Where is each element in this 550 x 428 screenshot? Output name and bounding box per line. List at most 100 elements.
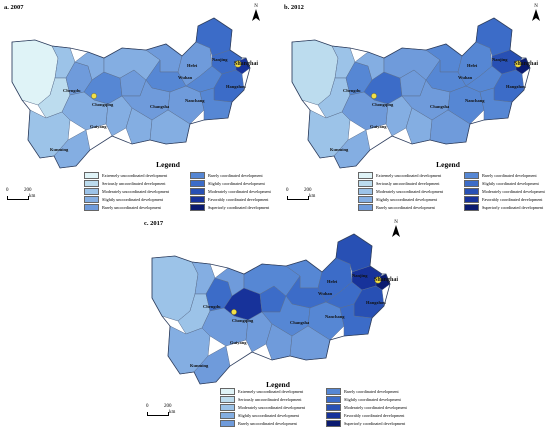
legend-label: Favorably coordinated development (482, 196, 543, 202)
city-label-shanghai: Shanghai (374, 277, 399, 283)
legend-swatch (464, 188, 479, 195)
scale-bar: 0 200 km (6, 188, 36, 200)
legend-item: Moderately uncoordinated development (220, 404, 322, 411)
legend-label: Moderately coordinated development (482, 188, 545, 194)
legend-item: Superiorly coordinated development (190, 204, 292, 211)
legend-swatch (358, 196, 373, 203)
city-label-guiyang: Guiyang (90, 124, 107, 129)
scale-bar: 0 200 km (286, 188, 316, 200)
legend-swatch (84, 180, 99, 187)
legend-label: Seriously uncoordinated development (376, 180, 440, 186)
legend-label: Barely coordinated development (344, 388, 399, 394)
legend-swatch (326, 388, 341, 395)
legend-label: Moderately uncoordinated development (376, 188, 443, 194)
legend-label: Extremely uncoordinated development (238, 388, 304, 394)
north-arrow: N (532, 4, 540, 23)
legend-label: Seriously uncoordinated development (102, 180, 166, 186)
region-map (151, 233, 391, 385)
legend-swatch (190, 172, 205, 179)
legend-item: Slightly coordinated development (190, 180, 292, 187)
city-marker-shanghai (374, 276, 382, 284)
city-label-kunming: Kunming (330, 147, 349, 152)
legend-label: Seriously uncoordinated development (238, 396, 302, 402)
legend-label: Slightly coordinated development (344, 396, 401, 402)
legend-swatch (358, 172, 373, 179)
legend-swatch (190, 188, 205, 195)
city-label-changsha: Changsha (430, 104, 450, 109)
legend-swatch (326, 412, 341, 419)
legend-item: Moderately uncoordinated development (84, 188, 186, 195)
legend-item: Barely coordinated development (326, 388, 428, 395)
city-label-wuhan: Wuhan (178, 75, 193, 80)
legend-swatch (190, 196, 205, 203)
legend-item: Favorably coordinated development (326, 412, 428, 419)
legend-swatch (326, 396, 341, 403)
legend-swatch (220, 420, 235, 427)
legend-swatch (358, 180, 373, 187)
legend-label: Moderately coordinated development (208, 188, 271, 194)
city-marker-shanghai (514, 60, 522, 68)
legend-title: Legend (266, 380, 290, 389)
city-label-chongqing: Chongqing (372, 102, 394, 107)
legend-label: Moderately uncoordinated development (238, 404, 305, 410)
legend-swatch (190, 204, 205, 211)
north-arrow-icon (252, 9, 260, 21)
legend: Extremely uncoordinated development Barel… (358, 172, 550, 211)
legend-label: Superiorly coordinated development (208, 204, 270, 210)
city-label-chongqing: Chongqing (232, 318, 254, 323)
city-label-chengdu: Chengdu (343, 88, 361, 93)
legend-label: Extremely uncoordinated development (376, 172, 442, 178)
legend-swatch (464, 172, 479, 179)
region-map (11, 17, 251, 169)
city-label-nanchang: Nanchang (465, 98, 485, 103)
legend-item: Slightly coordinated development (326, 396, 428, 403)
legend-label: Barely coordinated development (482, 172, 537, 178)
legend-swatch (358, 188, 373, 195)
panel-label: a. 2007 (4, 4, 24, 11)
legend-swatch (220, 412, 235, 419)
city-label-guiyang: Guiyang (370, 124, 387, 129)
legend-swatch (220, 396, 235, 403)
city-label-hefei: Hefei (187, 63, 198, 68)
city-label-nanchang: Nanchang (185, 98, 205, 103)
legend-item: Moderately uncoordinated development (358, 188, 460, 195)
city-marker-chongqing (91, 93, 97, 99)
scale-bar: 0 200 km (146, 404, 176, 416)
city-label-nanjing: Nanjing (492, 57, 508, 62)
legend-item: Extremely uncoordinated development (84, 172, 186, 179)
legend-title: Legend (436, 160, 460, 169)
legend-title: Legend (156, 160, 180, 169)
legend-item: Barely uncoordinated development (84, 204, 186, 211)
legend-item: Favorably coordinated development (464, 196, 550, 203)
city-marker-chongqing (231, 309, 237, 315)
legend-item: Slightly uncoordinated development (358, 196, 460, 203)
city-label-nanchang: Nanchang (325, 314, 345, 319)
legend-item: Barely coordinated development (190, 172, 292, 179)
legend-swatch (84, 188, 99, 195)
city-label-guiyang: Guiyang (230, 340, 247, 345)
legend-label: Extremely uncoordinated development (102, 172, 168, 178)
legend-swatch (326, 404, 341, 411)
legend-label: Barely uncoordinated development (238, 420, 297, 426)
legend-swatch (326, 420, 341, 427)
legend-label: Slightly coordinated development (482, 180, 539, 186)
legend-label: Superiorly coordinated development (482, 204, 544, 210)
north-arrow: N (252, 4, 260, 23)
city-label-chengdu: Chengdu (63, 88, 81, 93)
city-label-hefei: Hefei (327, 279, 338, 284)
legend-item: Superiorly coordinated development (464, 204, 550, 211)
panel-label: b. 2012 (284, 4, 304, 11)
legend-swatch (190, 180, 205, 187)
legend-item: Extremely uncoordinated development (358, 172, 460, 179)
legend-item: Barely uncoordinated development (220, 420, 322, 427)
north-arrow-icon (532, 9, 540, 21)
legend-item: Moderately coordinated development (464, 188, 550, 195)
city-label-wuhan: Wuhan (318, 291, 333, 296)
legend-swatch (84, 196, 99, 203)
legend-label: Barely uncoordinated development (376, 204, 435, 210)
city-label-shanghai: Shanghai (234, 61, 259, 67)
legend-label: Slightly uncoordinated development (376, 196, 437, 202)
city-label-hangzhou: Hangzhou (366, 300, 386, 305)
legend-item: Superiorly coordinated development (326, 420, 428, 427)
legend-item: Seriously uncoordinated development (358, 180, 460, 187)
